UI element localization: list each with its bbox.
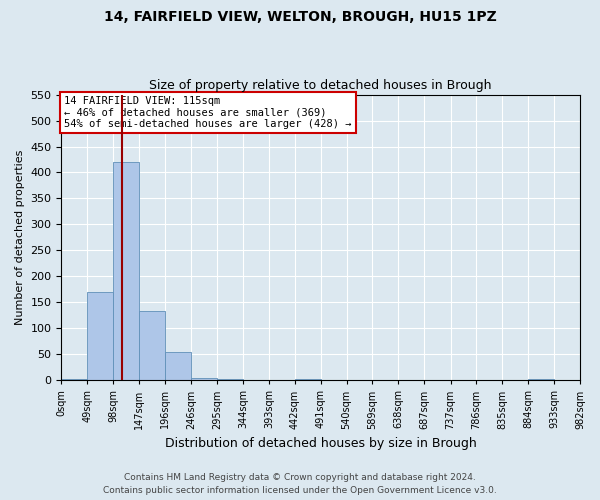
Text: 14, FAIRFIELD VIEW, WELTON, BROUGH, HU15 1PZ: 14, FAIRFIELD VIEW, WELTON, BROUGH, HU15…: [104, 10, 496, 24]
Y-axis label: Number of detached properties: Number of detached properties: [15, 150, 25, 325]
Bar: [113, 162, 139, 380]
Bar: [295, 378, 321, 380]
Text: Contains HM Land Registry data © Crown copyright and database right 2024.
Contai: Contains HM Land Registry data © Crown c…: [103, 474, 497, 495]
Title: Size of property relative to detached houses in Brough: Size of property relative to detached ho…: [149, 79, 492, 92]
Bar: [217, 379, 243, 380]
Bar: [139, 311, 165, 380]
X-axis label: Distribution of detached houses by size in Brough: Distribution of detached houses by size …: [165, 437, 476, 450]
Text: 14 FAIRFIELD VIEW: 115sqm
← 46% of detached houses are smaller (369)
54% of semi: 14 FAIRFIELD VIEW: 115sqm ← 46% of detac…: [64, 96, 352, 129]
Bar: [165, 352, 191, 380]
Bar: [87, 292, 113, 380]
Bar: [191, 378, 217, 380]
Bar: [528, 378, 554, 380]
Bar: [61, 378, 87, 380]
